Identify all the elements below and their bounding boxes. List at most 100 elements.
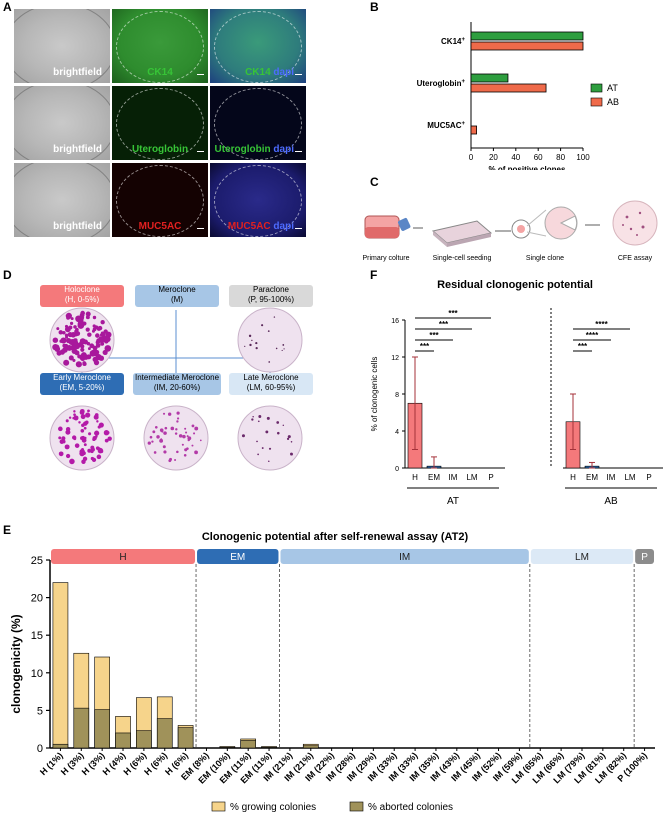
colony-dot xyxy=(68,340,74,345)
channel-label: MUC5AC xyxy=(138,221,182,232)
box-title: Paraclone xyxy=(252,285,290,294)
flask-icon xyxy=(364,215,411,239)
colony-dot xyxy=(100,331,105,335)
colony-dot xyxy=(82,361,87,366)
panel-label-e: E xyxy=(3,523,12,537)
colony-dot xyxy=(60,337,67,344)
cfe-dish-icon xyxy=(612,200,658,246)
meroclone-box: Meroclone (M) xyxy=(135,285,219,307)
merge-label: Uteroglobin dapi xyxy=(215,144,294,155)
colony-dot xyxy=(183,453,187,457)
box-title: Early Meroclone xyxy=(53,373,111,382)
colony-dot xyxy=(79,408,85,414)
panel-label-d: D xyxy=(3,268,12,282)
colony-dot xyxy=(81,435,85,440)
colony-dot xyxy=(85,315,90,320)
merge-marker: CK14 xyxy=(245,67,271,78)
category-label: LM xyxy=(466,473,477,482)
colony-dot xyxy=(90,456,95,461)
colony-dot xyxy=(95,333,100,338)
merge-label: MUC5AC dapi xyxy=(228,221,294,232)
box-title: Intermediate Meroclone xyxy=(134,373,220,382)
colony-dot xyxy=(104,438,109,443)
x-axis-title: % of positive clones xyxy=(489,165,566,170)
colony-dot xyxy=(194,450,198,455)
colony-dot xyxy=(68,325,73,330)
bar-AT xyxy=(470,73,509,83)
micrograph-tile: brightfield xyxy=(14,163,110,237)
class-band-label: IM xyxy=(399,552,410,563)
colony-dot xyxy=(153,451,157,454)
colony-dot xyxy=(154,425,158,429)
panel-label-a: A xyxy=(3,0,12,14)
colony-dot xyxy=(168,412,172,416)
category-label: H xyxy=(570,473,576,482)
colony-dot xyxy=(186,435,189,438)
box-title: Late Meroclone xyxy=(243,373,299,382)
colony-dot xyxy=(267,330,270,332)
category-label: IM xyxy=(449,473,458,482)
colony-dot xyxy=(74,350,80,356)
category-label: P xyxy=(488,473,493,482)
colony-dot xyxy=(104,345,112,352)
clone-outline xyxy=(116,165,204,237)
colony-dot xyxy=(162,445,166,449)
colony-dot xyxy=(184,427,187,430)
colony-dot xyxy=(185,431,188,434)
colony-dot xyxy=(92,324,96,328)
colony-dot xyxy=(266,416,270,420)
colony-dot xyxy=(65,335,69,339)
growing-bar xyxy=(52,582,69,749)
multiwell-plate-icon xyxy=(431,220,493,247)
colony-dot xyxy=(97,425,101,429)
colony-dot xyxy=(257,420,260,423)
clone-outline xyxy=(214,11,302,83)
significance-label: *** xyxy=(578,342,588,351)
chart-title: Clonogenic potential after self-renewal … xyxy=(202,531,469,543)
y-tick-label: 15 xyxy=(31,630,43,642)
y-axis-title: clonogenicity (%) xyxy=(9,614,23,713)
legend-swatch xyxy=(211,801,226,812)
colony-dot xyxy=(54,346,61,352)
class-band-label: H xyxy=(119,552,126,563)
step-label: Single-cell seeding xyxy=(433,255,492,262)
colony-dot xyxy=(261,447,264,449)
colony-dot xyxy=(73,415,79,421)
brightfield-label: brightfield xyxy=(53,144,102,155)
box-range: (EM, 5-20%) xyxy=(59,383,105,392)
colony-dot xyxy=(282,424,285,427)
colony-dot xyxy=(52,337,59,343)
colony-dot xyxy=(251,339,253,342)
paraclone-box: Paraclone (P, 95-100%) xyxy=(229,285,313,307)
colony-dot xyxy=(163,450,167,454)
box-range: (P, 95-100%) xyxy=(247,295,295,304)
colony-dot xyxy=(176,450,179,454)
colony-dot xyxy=(93,359,100,366)
colony-dot xyxy=(68,355,74,361)
colony-dot xyxy=(251,418,254,421)
step-label: Primary colture xyxy=(362,255,409,262)
class-band-label: LM xyxy=(575,552,589,563)
colony-dot xyxy=(244,345,246,348)
scale-bar xyxy=(197,228,204,229)
micrograph-tile: MUC5AC xyxy=(112,163,208,237)
legend-swatch xyxy=(590,83,603,93)
colony-dot xyxy=(255,341,258,345)
colony-dot xyxy=(249,343,252,347)
colony-dot xyxy=(72,358,76,362)
single-clone-icon xyxy=(511,206,578,240)
merge-dapi: dapi xyxy=(270,67,294,78)
box-title: Meroclone xyxy=(158,285,196,294)
colony-dot xyxy=(85,412,91,418)
box-range: (IM, 20-60%) xyxy=(153,383,201,392)
clone-outline xyxy=(116,11,204,83)
channel-label: Uteroglobin xyxy=(131,144,189,155)
scale-bar xyxy=(197,74,204,75)
legend-swatch xyxy=(349,801,364,812)
colony-dot xyxy=(64,324,69,329)
colony-dot xyxy=(58,436,62,440)
colony-dot xyxy=(106,431,110,435)
colony-dot xyxy=(58,426,63,432)
y-tick-label: 20 xyxy=(31,593,43,605)
colony-dot xyxy=(62,330,66,335)
